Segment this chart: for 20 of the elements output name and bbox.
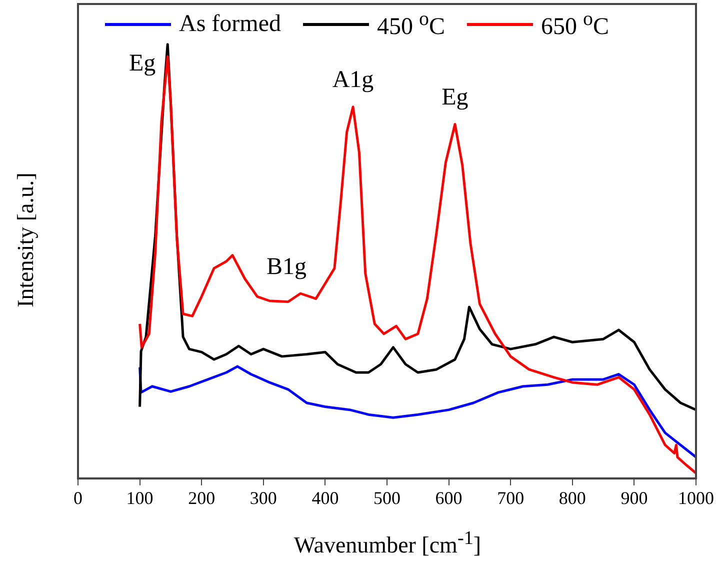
x-tick-label: 800 <box>558 488 586 508</box>
legend-label: 650 $^{o}$C <box>541 8 610 41</box>
x-tick-label: 500 <box>374 488 400 508</box>
x-tick-label: 1000 <box>678 488 714 508</box>
x-tick-label: 200 <box>188 488 216 508</box>
y-axis-title: Intensity [a.u.] <box>13 172 39 308</box>
x-tick-label: 900 <box>620 488 648 508</box>
x-tick-label: 400 <box>312 488 339 508</box>
annotation: Eg <box>128 50 156 77</box>
annotation: A1g <box>332 67 374 94</box>
legend-label: As formed <box>179 11 281 38</box>
x-tick-label: 0 <box>74 488 82 508</box>
annotation: B1g <box>266 254 306 280</box>
x-tick-label: 100 <box>126 488 154 508</box>
x-tick-label: 300 <box>250 488 277 508</box>
x-tick-label: 600 <box>435 488 462 508</box>
x-tick-label: 700 <box>497 488 524 508</box>
annotation: Eg <box>442 84 468 111</box>
x-axis-title: Wavenumber [cm$^{-1}$] <box>292 528 482 559</box>
legend-label: 450 $^{o}$C <box>376 8 445 41</box>
